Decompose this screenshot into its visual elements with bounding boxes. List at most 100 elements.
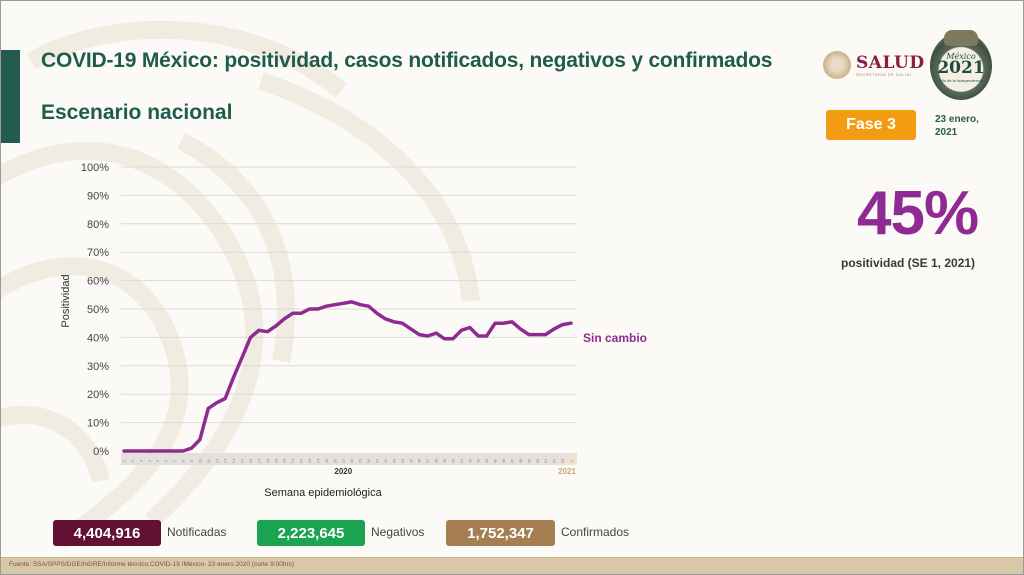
x-axis-band — [121, 453, 577, 465]
x-tick-label: 31 — [375, 458, 380, 463]
chart-x-ticks: 1 2 3 4 5 6 7 8 9 10 11 12 13 14 15 16 17 18 19 20 21 22 23 24 2… — [122, 458, 574, 463]
report-date-line2: 2021 — [935, 127, 958, 138]
x-tick-label: 28 — [349, 458, 354, 463]
x-axis-label: Semana epidemiológica — [264, 487, 382, 499]
x-tick-label: 14 — [231, 458, 236, 463]
serpent-head-icon — [944, 30, 978, 46]
x-tick-label: 27 — [341, 458, 346, 463]
positivity-caption: positividad (SE 1, 2021) — [841, 256, 976, 270]
phase-badge: Fase 3 — [826, 110, 916, 140]
x-tick-label: 15 — [240, 458, 245, 463]
x-tick-label: 36 — [417, 458, 422, 463]
x-tick-label: 48 — [518, 458, 523, 463]
mexico-logo-sub: Año de la Independencia — [938, 78, 984, 83]
x-tick-label: 41 — [459, 458, 464, 463]
x-tick-label: 46 — [501, 458, 506, 463]
positivity-line — [122, 300, 573, 453]
salud-logo-word: SALUD — [856, 52, 925, 73]
y-tick-label: 60% — [87, 276, 109, 288]
x-tick-label: 5 — [155, 459, 160, 462]
trend-annotation: Sin cambio — [583, 331, 647, 345]
y-tick-label: 100% — [81, 162, 109, 174]
x-tick-label: 20 — [282, 458, 287, 463]
salud-logo-sub: SECRETARÍA DE SALUD — [856, 71, 912, 77]
x-tick-label: 45 — [493, 458, 498, 463]
footer-bar: Fuente: SSA/SPPS/DGE/InDRE/Informe técni… — [1, 557, 1023, 574]
x-tick-label: 38 — [434, 458, 439, 463]
x-tick-label: 34 — [400, 458, 405, 463]
x-tick-label: 39 — [442, 458, 447, 463]
x-tick-label: 43 — [476, 458, 481, 463]
x-tick-label: 37 — [425, 458, 430, 463]
x-tick-label: 47 — [509, 458, 514, 463]
confirmed-label: Confirmados — [561, 525, 630, 539]
x-tick-label: 9 — [189, 459, 194, 462]
x-tick-label: 51 — [543, 458, 548, 463]
x-tick-label: 1 — [122, 459, 127, 462]
notified-label: Notificadas — [167, 525, 227, 539]
x-tick-label: 24 — [315, 458, 320, 463]
x-tick-label: 25 — [324, 458, 329, 463]
x-tick-label: 1 — [569, 459, 574, 462]
x-tick-label: 7 — [172, 459, 177, 462]
x-axis-band-2021 — [564, 453, 577, 465]
source-note: Fuente: SSA/SPPS/DGE/InDRE/Informe técni… — [9, 561, 295, 568]
x-tick-label: 40 — [450, 458, 455, 463]
y-tick-label: 90% — [87, 190, 109, 202]
chart-y-ticks: 0% 10% 20% 30% 40% 50% 60% 70% 80% 90% 100% — [81, 162, 109, 458]
x-tick-label: 33 — [391, 458, 396, 463]
x-tick-label: 32 — [383, 458, 388, 463]
x-tick-label: 17 — [256, 458, 261, 463]
x-tick-label: 22 — [299, 458, 304, 463]
x-tick-label: 3 — [138, 459, 143, 462]
x-tick-label: 4 — [147, 459, 152, 462]
y-tick-label: 20% — [87, 389, 109, 401]
positivity-value: 45% — [857, 179, 979, 248]
mexico-logo-year: 2021 — [937, 58, 985, 78]
x-tick-label: 42 — [467, 458, 472, 463]
report-date-line1: 23 enero, — [935, 114, 979, 125]
x-tick-label: 2 — [130, 459, 135, 462]
page-subtitle: Escenario nacional — [41, 101, 233, 124]
y-tick-label: 70% — [87, 247, 109, 259]
x-tick-label: 19 — [273, 458, 278, 463]
notified-count: 4,404,916 — [53, 520, 161, 546]
x-tick-label: 50 — [535, 458, 540, 463]
x-tick-label: 10 — [197, 458, 202, 463]
x-tick-label: 8 — [181, 459, 186, 462]
year-label-2021: 2021 — [558, 467, 576, 476]
x-tick-label: 23 — [307, 458, 312, 463]
mexico-logo-top: México — [946, 52, 976, 61]
salud-emblem-icon — [823, 51, 851, 79]
mexico-2021-logo: México 2021 Año de la Independencia — [930, 30, 992, 100]
y-tick-label: 80% — [87, 219, 109, 231]
y-tick-label: 30% — [87, 361, 109, 373]
y-axis-label: Positividad — [60, 274, 72, 327]
year-label-2020: 2020 — [334, 467, 352, 476]
negative-count: 2,223,645 — [257, 520, 365, 546]
negative-label: Negativos — [371, 525, 425, 539]
x-tick-label: 11 — [206, 458, 211, 463]
chart-gridlines — [121, 166, 577, 424]
y-tick-label: 0% — [93, 446, 109, 458]
x-tick-label: 29 — [358, 458, 363, 463]
y-tick-label: 10% — [87, 418, 109, 430]
salud-logo: SALUD SECRETARÍA DE SALUD — [823, 51, 925, 79]
x-tick-label: 30 — [366, 458, 371, 463]
confirmed-count: 1,752,347 — [446, 520, 555, 546]
x-tick-label: 13 — [223, 458, 228, 463]
x-tick-label: 6 — [164, 459, 169, 462]
x-tick-label: 21 — [290, 458, 295, 463]
x-tick-label: 18 — [265, 458, 270, 463]
report-date: 23 enero, 2021 — [935, 113, 995, 139]
x-tick-label: 12 — [214, 458, 219, 463]
x-tick-label: 53 — [560, 458, 565, 463]
x-tick-label: 49 — [526, 458, 531, 463]
accent-bar — [1, 50, 20, 143]
x-tick-label: 26 — [332, 458, 337, 463]
x-tick-label: 52 — [552, 458, 557, 463]
x-tick-label: 35 — [408, 458, 413, 463]
y-tick-label: 40% — [87, 332, 109, 344]
